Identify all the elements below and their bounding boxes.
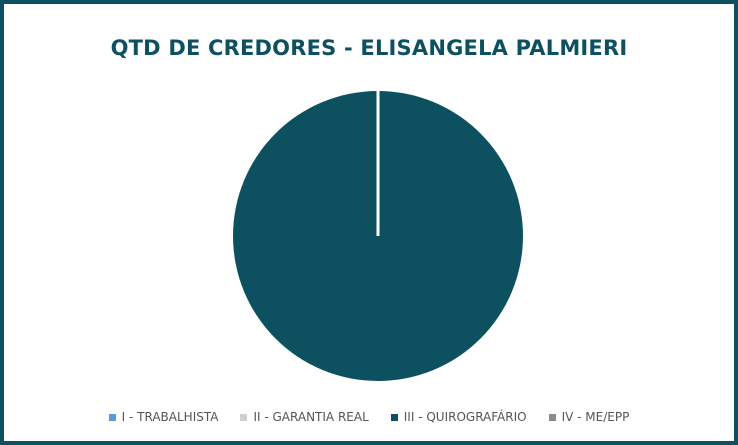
legend-label: IV - ME/EPP bbox=[561, 410, 630, 424]
legend-item-iii-quirograf-rio: III - QUIROGRAFÁRIO bbox=[390, 410, 527, 424]
legend-swatch bbox=[240, 413, 248, 421]
legend-swatch bbox=[548, 413, 556, 421]
legend-item-ii-garantia-real: II - GARANTIA REAL bbox=[240, 410, 369, 424]
chart-legend: I - TRABALHISTA II - GARANTIA REAL III - Q… bbox=[0, 410, 738, 424]
chart-title: QTD DE CREDORES - ELISANGELA PALMIERI bbox=[110, 36, 628, 60]
legend-swatch bbox=[108, 413, 116, 421]
legend-item-iv-me-epp: IV - ME/EPP bbox=[548, 410, 630, 424]
legend-label: III - QUIROGRAFÁRIO bbox=[403, 410, 527, 424]
legend-swatch bbox=[390, 413, 398, 421]
legend-label: II - GARANTIA REAL bbox=[253, 410, 369, 424]
legend-label: I - TRABALHISTA bbox=[121, 410, 219, 424]
legend-item-i-trabalhista: I - TRABALHISTA bbox=[108, 410, 219, 424]
